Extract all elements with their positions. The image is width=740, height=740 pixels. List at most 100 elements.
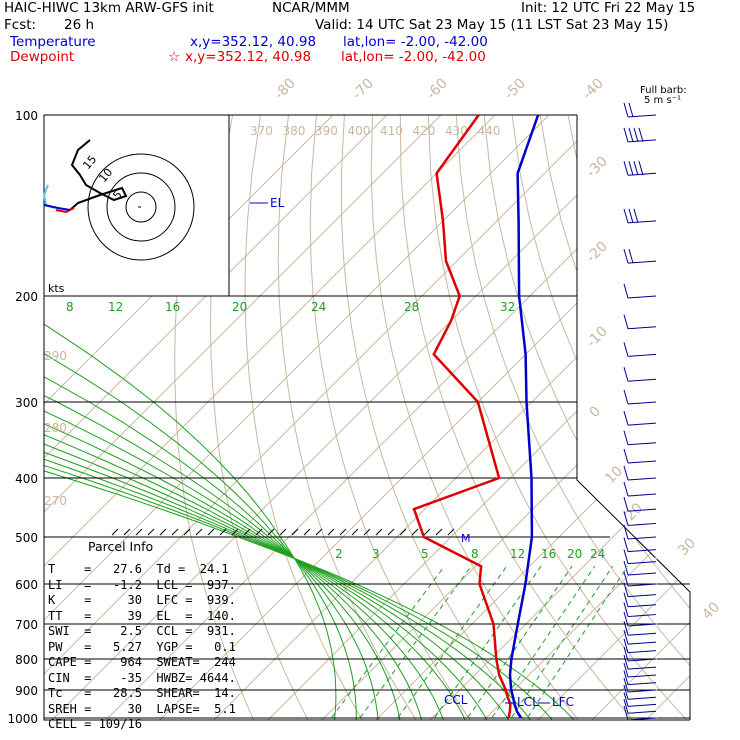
hatch-mark [147,528,155,536]
wind-barb [623,638,657,654]
moist-adiabat-line [44,295,379,720]
wind-barb-flag [623,549,629,564]
wind-barb [623,127,657,143]
dry-adiabat-line [277,115,423,720]
valid-time: Valid: 14 UTC Sat 23 May 15 (11 LST Sat … [315,17,669,33]
wind-barb-staff [627,594,657,598]
hatch-mark [315,528,323,536]
mixing-ratio-lines [320,565,629,720]
dry-adiabat-line [399,115,642,720]
wind-barb-flag [623,314,629,329]
wind-barb-flag [623,511,629,526]
hatch-mark [231,528,239,536]
wind-barb-staff [627,583,657,587]
wind-barb-flag [628,248,634,264]
theta-label: 380 [283,124,306,138]
dry-adiabat-line [651,115,690,720]
barb-legend-title: Full barb: [640,85,687,96]
hatch-mark [255,528,263,536]
pressure-label: 1000 [7,712,38,726]
wind-barb-staff [627,658,657,662]
pressure-label: 100 [15,109,38,123]
lfc-marker: LFC [552,695,574,709]
dry-adiabat-line [708,115,740,732]
wind-barb-staff [627,650,657,654]
mixing-ratio-line [387,565,508,720]
dry-adiabat-line [736,115,740,732]
wind-barb-flag [623,685,629,700]
wind-barb-flag [623,638,629,653]
mixing-ratio-label: 12 [510,547,525,561]
wind-barb [623,283,657,299]
mixing-ratio-label: 8 [471,547,479,561]
hatch-mark [159,528,167,536]
moist-adiabat-line [44,295,470,720]
parcel-info-row: T = 27.6 Td = 24.1 [48,562,229,576]
isotherm-line [44,115,662,720]
parcel-info-row: SREH = 30 LAPSE= 5.1 [48,701,236,716]
wind-barb-staff [627,378,657,382]
isotherm-label: -20 [583,238,610,265]
ccl-marker: CCL [444,693,468,707]
wind-barb [623,465,657,481]
init-time: Init: 12 UTC Fri 22 May 15 [521,0,696,16]
dewpoint-profile [412,114,512,719]
mixing-ratio-line [349,565,472,720]
hodograph-trace-low [55,207,75,214]
wind-barb-flag [623,560,629,576]
pressure-label: 300 [15,396,38,410]
wind-barb-staff [627,536,657,540]
mixing-ratio-label: 24 [590,547,605,561]
dewpoint-legend: Dewpoint [10,49,75,65]
hatch-mark [363,528,371,536]
temperature-legend: Temperature [10,34,96,50]
org-label: NCAR/MMM [272,0,350,16]
wind-barb [623,699,657,714]
wind-barb-staff [627,508,657,512]
hodograph-frame [43,114,230,297]
moist-adiabat-label: 20 [232,300,247,314]
hatch-mark [111,528,119,536]
wind-barb-staff [627,422,657,426]
pressure-label: 800 [15,653,38,667]
wind-barb-flag [633,208,639,224]
dewpoint-location: x,y=352.12, 40.98 [185,49,312,65]
moist-adiabat-line [44,295,337,720]
wind-barb-flag [623,629,629,645]
model-title: HAIC-HIWC 13km ARW-GFS init [4,0,214,16]
parcel-info-row: CELL = 109/16 [48,717,142,731]
hatch-mark [243,528,251,536]
isotherm-line [363,115,690,720]
isotherm-line [525,115,690,720]
wind-barb-flag [638,127,644,143]
theta-label: 400 [348,124,371,138]
wind-barb-flag [633,127,639,143]
pressure-label: 600 [15,578,38,592]
wind-barb-staff [627,641,657,645]
wind-barb [623,314,657,330]
isotherm-line [44,115,500,720]
hatch-mark [303,528,311,536]
wind-barb-staff [627,710,657,714]
wind-barb [623,692,657,707]
isotherm-label: -70 [349,75,376,102]
mixing-ratio-label: 3 [372,547,380,561]
theta-label: 370 [250,124,273,138]
isotherm-label: 10 [602,463,626,487]
chart-frame-right [576,115,691,720]
wind-barb-staff [627,460,657,464]
mixing-ratio-line [457,565,573,720]
isotherm-line [471,115,690,720]
pressure-label: 400 [15,472,38,486]
isotherm-label: -40 [579,75,606,102]
wind-barb-flag [623,283,629,299]
wind-barb [623,411,657,426]
sounding-lines [250,114,550,719]
parcel-info-row: LI = -1.2 LCL = 937. [48,577,236,592]
wind-barb-staff [627,703,657,707]
wind-barb-flag [623,670,629,685]
hatch-mark [435,528,443,536]
wind-barb [623,654,657,670]
wind-barb-flag [623,161,629,176]
